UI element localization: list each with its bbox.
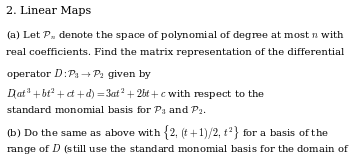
Text: real coefficients. Find the matrix representation of the differential: real coefficients. Find the matrix repre… [6,48,344,57]
Text: 2. Linear Maps: 2. Linear Maps [6,6,92,16]
Text: standard monomial basis for $\mathcal{P}_3$ and $\mathcal{P}_2$.: standard monomial basis for $\mathcal{P}… [6,105,207,117]
Text: (b) Do the same as above with $\left\{2,\, (t+1)/2,\, t^2\right\}$ for a basis o: (b) Do the same as above with $\left\{2,… [6,123,329,142]
Text: operator $D : \mathcal{P}_3 \rightarrow \mathcal{P}_2$ given by: operator $D : \mathcal{P}_3 \rightarrow … [6,67,152,81]
Text: (a) Let $\mathcal{P}_n$ denote the space of polynomial of degree at most $n$ wit: (a) Let $\mathcal{P}_n$ denote the space… [6,28,345,43]
Text: $D\!\left(at^3 + bt^2 + ct + d\right) = 3at^2 + 2bt + c$ with respect to the: $D\!\left(at^3 + bt^2 + ct + d\right) = … [6,86,266,102]
Text: range of $D$ (still use the standard monomial basis for the domain of: range of $D$ (still use the standard mon… [6,142,350,156]
